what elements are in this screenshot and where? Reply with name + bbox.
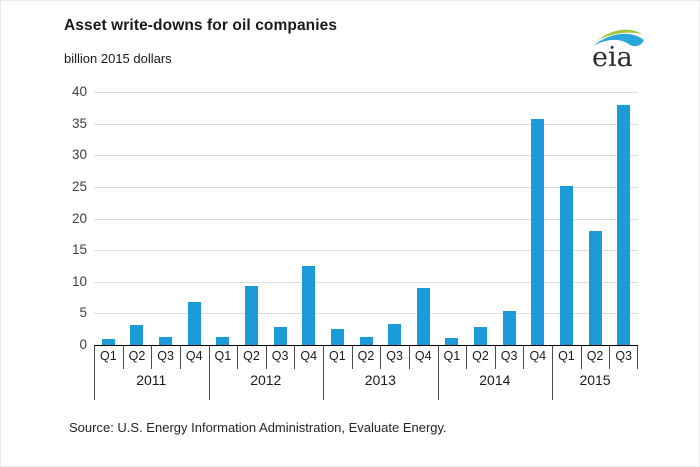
y-axis-tick-20: 20 [71,210,87,226]
eia-logo-blue-swoosh-icon [593,33,644,47]
year-label-2015: 2015 [579,372,611,388]
x-tick-2014-q1: Q1 [443,349,461,363]
x-tick-2015-q3: Q3 [615,349,633,363]
bar-2015-q2 [588,231,602,345]
bar-2013-q4 [416,288,430,345]
bar-2011-q3 [159,337,173,345]
gridline-25 [94,186,638,188]
x-tick-2012-q3: Q3 [271,349,289,363]
x-tick-2013-q3: Q3 [386,349,403,363]
gridline-15 [94,250,638,252]
plot-area [94,92,638,345]
bar-2012-q4 [302,265,316,345]
bar-2011-q4 [187,302,201,345]
bar-2013-q2 [359,336,373,345]
quarter-separator [123,346,124,369]
year-separator [552,346,553,400]
bar-2013-q1 [330,329,344,345]
gridline-35 [94,123,638,125]
quarter-separator [409,346,410,369]
quarter-separator [466,346,467,369]
bar-2014-q3 [502,310,516,345]
eia-logo: eia [587,25,645,73]
year-label-2012: 2012 [250,372,282,388]
chart-title: Asset write-downs for oil companies [64,17,338,34]
y-axis-tick-40: 40 [71,84,87,99]
y-axis-tick-30: 30 [71,147,87,163]
quarter-separator [180,346,181,369]
x-tick-2015-q1: Q1 [558,349,575,363]
gridline-5 [94,313,638,315]
y-axis-tick-35: 35 [71,115,87,131]
quarter-separator [581,346,582,369]
x-tick-2014-q4: Q4 [529,349,547,363]
quarter-separator [266,346,267,369]
bar-2012-q1 [216,336,230,345]
eia-logo-green-swoosh-icon [598,29,642,40]
quarter-separator [637,346,638,369]
year-label-2013: 2013 [364,372,396,388]
eia-logo-text: eia [592,42,633,71]
chart-subtitle: billion 2015 dollars [64,51,172,66]
x-tick-2014-q2: Q2 [472,349,489,363]
quarter-separator [380,346,381,369]
x-tick-2012-q4: Q4 [300,349,318,363]
quarter-separator [495,346,496,369]
gridline-30 [94,155,638,157]
x-tick-2012-q1: Q1 [214,349,232,363]
quarter-separator [609,346,610,369]
quarter-separator [237,346,238,369]
eia-logo-icon: eia [592,29,644,73]
x-axis: Q1 Q2 Q3 Q4 Q1 Q2 Q3 Q4 Q1 Q2 Q3 Q4 Q1 Q2 Q3 Q4 Q1 Q2 Q3 20… [94,345,638,402]
y-axis-tick-0: 0 [79,337,87,352]
x-tick-2013-q4: Q4 [414,349,432,363]
bar-2011-q1 [101,339,115,345]
bar-2014-q1 [445,338,459,345]
year-separator [209,346,210,400]
x-tick-2011-q4: Q4 [185,349,203,363]
y-axis-tick-10: 10 [71,273,87,289]
y-axis-tick-25: 25 [71,178,87,194]
bar-2013-q3 [388,323,402,345]
year-label-2014: 2014 [479,372,511,388]
x-tick-2011-q1: Q1 [99,349,117,363]
x-tick-2015-q2: Q2 [586,349,604,363]
year-separator [438,346,439,400]
quarter-separator [523,346,524,369]
bar-2014-q4 [531,119,545,345]
bar-2015-q1 [559,185,573,345]
x-tick-2013-q1: Q1 [329,349,346,363]
x-tick-2014-q3: Q3 [500,349,518,363]
y-axis: 0 5 10 15 20 25 30 35 40 [1,84,87,352]
gridline-10 [94,281,638,283]
y-axis-tick-15: 15 [71,242,87,258]
gridline-20 [94,218,638,220]
gridline-40 [94,92,638,93]
bar-2015-q3 [617,104,631,345]
bar-2014-q2 [474,326,488,345]
year-separator [94,346,95,400]
quarter-separator [352,346,353,369]
quarter-separator [151,346,152,369]
x-tick-2013-q2: Q2 [357,349,375,363]
y-axis-tick-5: 5 [79,305,87,321]
year-separator [323,346,324,400]
x-tick-2011-q2: Q2 [128,349,146,363]
bar-2012-q2 [244,285,258,345]
bar-2012-q3 [273,326,287,345]
x-tick-2012-q2: Q2 [243,349,260,363]
x-tick-2011-q3: Q3 [157,349,174,363]
quarter-separator [294,346,295,369]
source-note: Source: U.S. Energy Information Administ… [69,420,447,435]
year-label-2011: 2011 [136,372,167,388]
bar-2011-q2 [130,324,144,345]
